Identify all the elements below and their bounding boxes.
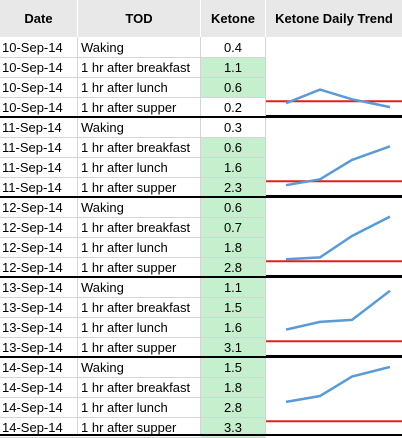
- row-gridline: [0, 217, 266, 218]
- tod-cell[interactable]: 1 hr after supper: [81, 260, 177, 275]
- tod-cell[interactable]: 1 hr after breakfast: [81, 60, 191, 75]
- ketone-cell[interactable]: 0.2: [223, 100, 243, 115]
- ketone-cell[interactable]: 2.8: [201, 258, 265, 278]
- tod-cell[interactable]: 1 hr after breakfast: [81, 220, 191, 235]
- trend-line-14-Sep-14: [285, 365, 391, 404]
- tod-cell[interactable]: 1 hr after lunch: [81, 240, 168, 255]
- ketone-cell[interactable]: 1.1: [201, 278, 265, 298]
- ketone-cell[interactable]: 0.4: [223, 40, 243, 55]
- tod-cell[interactable]: 1 hr after lunch: [81, 160, 168, 175]
- tod-cell[interactable]: Waking: [81, 280, 124, 295]
- date-cell[interactable]: 10-Sep-14: [2, 40, 63, 55]
- date-cell[interactable]: 12-Sep-14: [2, 240, 63, 255]
- tod-cell[interactable]: 1 hr after lunch: [81, 80, 168, 95]
- date-cell[interactable]: 11-Sep-14: [2, 140, 62, 155]
- date-cell[interactable]: 11-Sep-14: [2, 160, 62, 175]
- row-gridline: [0, 417, 266, 418]
- row-gridline: [0, 397, 266, 398]
- date-cell[interactable]: 13-Sep-14: [2, 300, 63, 315]
- row-gridline: [0, 97, 266, 98]
- tod-cell[interactable]: 1 hr after lunch: [81, 320, 168, 335]
- date-cell[interactable]: 11-Sep-14: [2, 180, 62, 195]
- ketone-cell[interactable]: 0.6: [201, 138, 265, 158]
- date-cell[interactable]: 12-Sep-14: [2, 260, 63, 275]
- tod-cell[interactable]: 1 hr after breakfast: [81, 300, 191, 315]
- ketone-cell[interactable]: 0.6: [201, 198, 265, 218]
- date-cell[interactable]: 12-Sep-14: [2, 200, 63, 215]
- date-cell[interactable]: 12-Sep-14: [2, 220, 63, 235]
- row-gridline: [0, 317, 266, 318]
- column-divider: [77, 37, 78, 436]
- date-cell[interactable]: 10-Sep-14: [2, 80, 63, 95]
- row-gridline: [0, 57, 266, 58]
- ketone-cell[interactable]: 2.8: [201, 398, 265, 418]
- row-gridline: [0, 297, 266, 298]
- day-group-separator: [0, 276, 402, 278]
- tod-cell[interactable]: 1 hr after breakfast: [81, 140, 191, 155]
- date-cell[interactable]: 14-Sep-14: [2, 360, 63, 375]
- row-gridline: [0, 377, 266, 378]
- day-group-separator: [0, 434, 402, 436]
- ketone-cell[interactable]: 1.5: [201, 358, 265, 378]
- date-cell[interactable]: 13-Sep-14: [2, 280, 63, 295]
- ketone-cell[interactable]: 2.3: [201, 178, 265, 198]
- ketone-cell[interactable]: 0.3: [223, 120, 243, 135]
- day-group-separator: [0, 356, 402, 358]
- date-cell[interactable]: 11-Sep-14: [2, 120, 62, 135]
- tod-cell[interactable]: 1 hr after breakfast: [81, 380, 191, 395]
- tod-cell[interactable]: 1 hr after supper: [81, 420, 177, 435]
- row-gridline: [0, 337, 266, 338]
- row-gridline: [0, 77, 266, 78]
- column-divider: [265, 37, 266, 436]
- tod-cell[interactable]: 1 hr after supper: [81, 340, 177, 355]
- ketone-cell[interactable]: 1.8: [201, 378, 265, 398]
- ketone-cell[interactable]: 1.1: [201, 58, 265, 78]
- tod-cell[interactable]: 1 hr after lunch: [81, 400, 168, 415]
- date-cell[interactable]: 14-Sep-14: [2, 420, 63, 435]
- ketone-cell[interactable]: 1.6: [201, 318, 265, 338]
- ketone-cell[interactable]: 0.7: [201, 218, 265, 238]
- ketone-cell[interactable]: 1.5: [201, 298, 265, 318]
- trend-line-12-Sep-14: [285, 215, 391, 261]
- tod-cell[interactable]: Waking: [81, 360, 124, 375]
- row-gridline: [0, 257, 266, 258]
- date-cell[interactable]: 10-Sep-14: [2, 100, 63, 115]
- ketone-cell[interactable]: 1.8: [201, 238, 265, 258]
- date-cell[interactable]: 10-Sep-14: [2, 60, 63, 75]
- trend-line-13-Sep-14: [285, 289, 391, 331]
- ketone-trend-sparklines: [266, 88, 402, 423]
- tod-cell[interactable]: 1 hr after supper: [81, 100, 177, 115]
- trend-line-11-Sep-14: [285, 145, 391, 187]
- ketone-cell[interactable]: 0.6: [201, 78, 265, 98]
- row-gridline: [0, 177, 266, 178]
- date-cell[interactable]: 13-Sep-14: [2, 320, 63, 335]
- tod-cell[interactable]: Waking: [81, 200, 124, 215]
- date-cell[interactable]: 14-Sep-14: [2, 380, 63, 395]
- ketone-cell[interactable]: 1.6: [201, 158, 265, 178]
- row-gridline: [0, 237, 266, 238]
- ketone-cell[interactable]: 3.3: [201, 418, 265, 438]
- trend-line-10-Sep-14: [285, 88, 391, 109]
- header-tod[interactable]: TOD: [78, 0, 201, 37]
- day-group-separator: [0, 196, 402, 198]
- header-trend[interactable]: Ketone Daily Trend: [266, 0, 402, 37]
- tod-cell[interactable]: 1 hr after supper: [81, 180, 177, 195]
- day-group-separator: [0, 116, 402, 118]
- date-cell[interactable]: 13-Sep-14: [2, 340, 63, 355]
- tod-cell[interactable]: Waking: [81, 40, 124, 55]
- row-gridline: [0, 137, 266, 138]
- tod-cell[interactable]: Waking: [81, 120, 124, 135]
- ketone-cell[interactable]: 3.1: [201, 338, 265, 358]
- header-date[interactable]: Date: [0, 0, 78, 37]
- column-divider: [200, 37, 201, 436]
- row-gridline: [0, 157, 266, 158]
- header-ketone[interactable]: Ketone: [201, 0, 266, 37]
- date-cell[interactable]: 14-Sep-14: [2, 400, 63, 415]
